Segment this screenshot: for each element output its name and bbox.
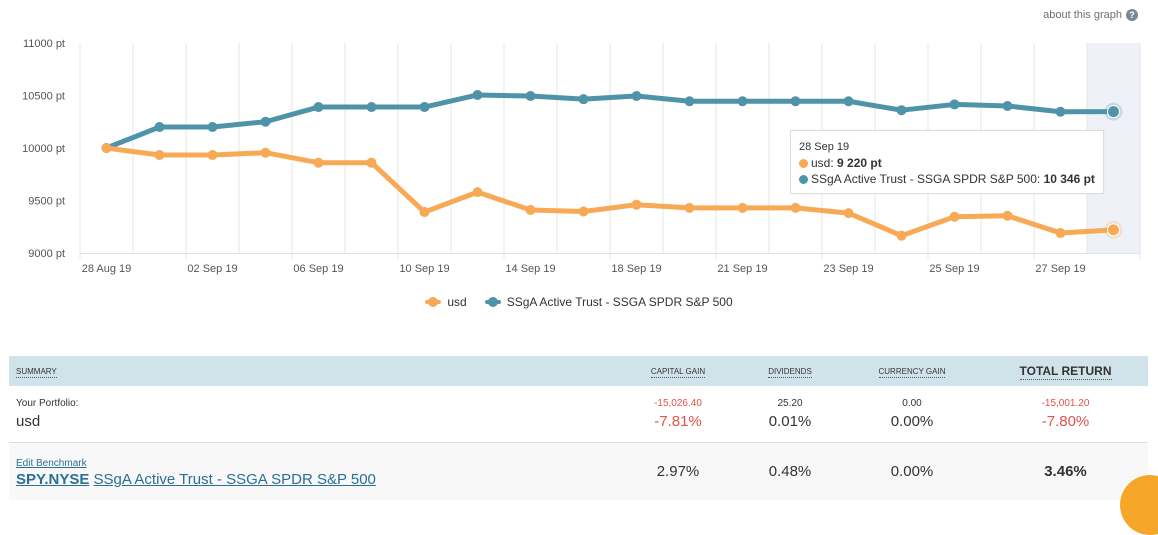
data-point: [314, 158, 324, 168]
data-point: [526, 91, 536, 101]
y-tick-label: 10000 pt: [22, 143, 65, 155]
data-point: [420, 102, 430, 112]
data-point: [1003, 211, 1013, 221]
data-point: [738, 203, 748, 213]
data-point: [1056, 228, 1066, 238]
data-point: [579, 94, 589, 104]
data-point: [473, 90, 483, 100]
portfolio-dividends-pct: 0.01%: [740, 413, 840, 430]
benchmark-name-link[interactable]: SSgA Active Trust - SSGA SPDR S&P 500: [94, 471, 376, 488]
data-point: [844, 96, 854, 106]
x-tick-label: 21 Sep 19: [717, 263, 767, 275]
x-tick-label: 28 Aug 19: [82, 263, 132, 275]
y-tick-label: 9500 pt: [28, 196, 65, 208]
benchmark-dividends-pct: 0.48%: [739, 443, 841, 501]
portfolio-label: Your Portfolio:: [16, 398, 616, 409]
x-tick-label: 10 Sep 19: [399, 263, 449, 275]
data-point: [950, 212, 960, 222]
tooltip-usd-value: 9 220 pt: [837, 156, 882, 170]
benchmark-line-icon: [485, 300, 501, 304]
data-point: [738, 96, 748, 106]
data-point: [1056, 107, 1066, 117]
benchmark-dot-icon: [799, 175, 808, 184]
data-point: [367, 102, 377, 112]
legend-item-benchmark[interactable]: SSgA Active Trust - SSGA SPDR S&P 500: [485, 295, 733, 309]
portfolio-total: -15,001.20: [984, 398, 1147, 409]
x-tick-label: 27 Sep 19: [1035, 263, 1085, 275]
portfolio-dividends: 25.20: [740, 398, 840, 409]
data-point: [473, 187, 483, 197]
benchmark-currency-gain-pct: 0.00%: [841, 443, 983, 501]
data-point: [632, 91, 642, 101]
data-point: [208, 122, 218, 132]
header-dividends: DIVIDENDS: [739, 356, 841, 386]
table-header-row: SUMMARY CAPITAL GAIN DIVIDENDS CURRENCY …: [9, 356, 1148, 386]
data-point: [897, 105, 907, 115]
data-point: [1003, 101, 1013, 111]
data-point: [897, 231, 907, 241]
x-tick-label: 02 Sep 19: [187, 263, 237, 275]
portfolio-currency-gain: 0.00: [842, 398, 982, 409]
x-tick-label: 14 Sep 19: [505, 263, 555, 275]
data-point: [1108, 106, 1120, 118]
data-point: [367, 158, 377, 168]
data-point: [420, 207, 430, 217]
data-point: [950, 99, 960, 109]
tooltip-benchmark-label: SSgA Active Trust - SSGA SPDR S&P 500:: [811, 172, 1044, 186]
x-tick-label: 06 Sep 19: [293, 263, 343, 275]
chart-tooltip: 28 Sep 19 usd: 9 220 pt SSgA Active Trus…: [790, 130, 1104, 194]
data-point: [844, 208, 854, 218]
edit-benchmark-link[interactable]: Edit Benchmark: [16, 458, 87, 469]
summary-table: SUMMARY CAPITAL GAIN DIVIDENDS CURRENCY …: [9, 356, 1148, 500]
table-row-portfolio: Your Portfolio: usd -15,026.40 -7.81% 25.2…: [9, 386, 1148, 443]
legend-item-usd[interactable]: usd: [425, 295, 466, 309]
data-point: [579, 207, 589, 217]
portfolio-total-pct: -7.80%: [984, 413, 1147, 430]
y-tick-label: 10500 pt: [22, 91, 65, 103]
data-point: [632, 200, 642, 210]
benchmark-capital-gain-pct: 2.97%: [617, 443, 739, 501]
header-capital-gain: CAPITAL GAIN: [617, 356, 739, 386]
data-point: [526, 205, 536, 215]
table-row-benchmark: Edit Benchmark SPY.NYSE SSgA Active Trust…: [9, 443, 1148, 501]
tooltip-benchmark-value: 10 346 pt: [1044, 172, 1095, 186]
usd-dot-icon: [799, 159, 808, 168]
benchmark-ticker-link[interactable]: SPY.NYSE: [16, 471, 89, 488]
data-point: [155, 150, 165, 160]
data-point: [102, 143, 112, 153]
data-point: [791, 96, 801, 106]
y-tick-label: 9000 pt: [28, 248, 65, 260]
legend-benchmark-label: SSgA Active Trust - SSGA SPDR S&P 500: [507, 295, 733, 309]
data-point: [208, 150, 218, 160]
header-total-return: TOTAL RETURN: [983, 356, 1148, 386]
data-point: [261, 148, 271, 158]
header-summary: SUMMARY: [9, 356, 617, 386]
data-point: [314, 102, 324, 112]
portfolio-name: usd: [16, 413, 616, 430]
data-point: [155, 122, 165, 132]
usd-line-icon: [425, 300, 441, 304]
y-tick-label: 11000 pt: [23, 38, 65, 50]
data-point: [791, 203, 801, 213]
chart-legend: usd SSgA Active Trust - SSGA SPDR S&P 50…: [0, 295, 1158, 309]
x-tick-label: 23 Sep 19: [823, 263, 873, 275]
x-tick-label: 18 Sep 19: [611, 263, 661, 275]
portfolio-capital-gain: -15,026.40: [618, 398, 738, 409]
portfolio-currency-gain-pct: 0.00%: [842, 413, 982, 430]
data-point: [685, 96, 695, 106]
portfolio-capital-gain-pct: -7.81%: [618, 413, 738, 430]
tooltip-date: 28 Sep 19: [799, 139, 1095, 155]
x-tick-label: 25 Sep 19: [929, 263, 979, 275]
data-point: [685, 203, 695, 213]
data-point: [261, 117, 271, 127]
legend-usd-label: usd: [447, 295, 466, 309]
header-currency-gain: CURRENCY GAIN: [841, 356, 983, 386]
tooltip-usd-label: usd:: [811, 156, 837, 170]
data-point: [1108, 224, 1120, 236]
